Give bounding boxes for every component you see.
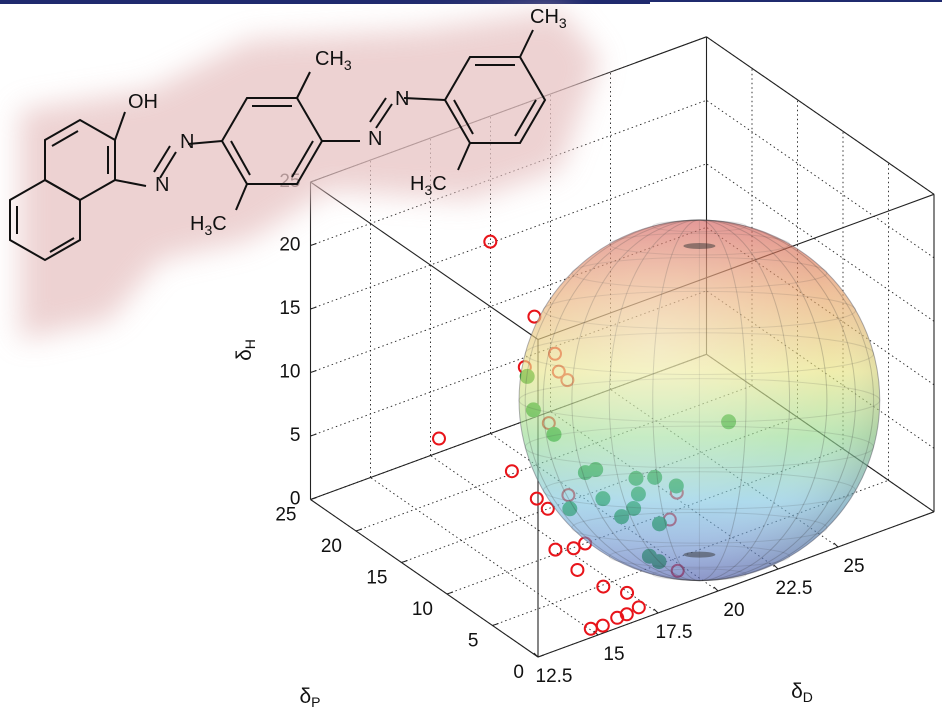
data-point <box>621 587 633 599</box>
tick-mark <box>774 565 778 569</box>
atom-text: N <box>368 128 382 150</box>
tick-mark <box>538 655 544 657</box>
page: html, body { margin: 0; padding: 0; back… <box>0 0 942 717</box>
box-edge <box>311 182 539 340</box>
axis-label-symbol: δ <box>791 680 803 703</box>
tick-mark <box>834 543 838 547</box>
z-tick-label: 20 <box>279 235 300 256</box>
axis-label-symbol: δ <box>299 685 311 708</box>
atom-label: CH3 <box>530 6 567 30</box>
atom-label: OH <box>128 91 158 113</box>
atom-text: C <box>432 173 446 195</box>
atom-label: N <box>155 174 169 196</box>
atom-label: N <box>368 128 382 150</box>
atom-text: H <box>190 213 204 235</box>
sphere-shade <box>519 220 880 581</box>
atom-label: N <box>180 131 194 153</box>
axis-label-subscript: H <box>242 339 258 349</box>
y-tick-label: 25 <box>275 505 296 526</box>
tick-mark <box>311 434 317 436</box>
atom-subscript: 3 <box>559 15 567 31</box>
x-tick-label: 12.5 <box>536 666 573 687</box>
atom-text: C <box>212 213 226 235</box>
data-point <box>597 620 609 632</box>
atom-text: CH <box>315 48 344 70</box>
axis-label: δD <box>791 680 813 705</box>
y-tick-label: 20 <box>321 536 342 557</box>
solubility-sphere <box>519 220 880 581</box>
data-point <box>531 493 543 505</box>
body: {"chart_data": {"type": "scatter3d", "xl… <box>0 0 942 717</box>
tick-mark <box>654 609 658 613</box>
y-tick-label: 5 <box>468 631 479 652</box>
tick-mark <box>311 371 317 373</box>
tick-mark <box>311 244 317 246</box>
data-point <box>549 544 561 556</box>
top-bar <box>650 0 942 2</box>
atom-text: OH <box>128 91 158 113</box>
z-tick-label: 10 <box>279 362 300 383</box>
axis-label-subscript: P <box>311 694 320 710</box>
y-tick-label: 15 <box>366 568 387 589</box>
tick-mark <box>714 587 718 591</box>
tick-mark <box>402 561 408 563</box>
data-point <box>571 564 583 576</box>
data-point <box>633 601 645 613</box>
atom-subscript: 3 <box>204 222 212 238</box>
atom-text: H <box>410 173 424 195</box>
data-point <box>585 623 597 635</box>
y-tick-label: 0 <box>513 662 524 683</box>
axis-label: δH <box>233 339 258 361</box>
atom-text: N <box>155 174 169 196</box>
atom-text: N <box>395 88 409 110</box>
data-point <box>433 433 445 445</box>
atom-text: CH <box>530 6 559 28</box>
z-tick-label: 5 <box>290 425 301 446</box>
z-tick-label: 15 <box>279 298 300 319</box>
data-point <box>484 236 496 248</box>
x-tick-label: 17.5 <box>656 622 693 643</box>
top-bar <box>0 0 650 4</box>
sphere-pole <box>683 552 715 558</box>
box-edge <box>707 37 935 195</box>
atom-subscript: 3 <box>424 182 432 198</box>
tick-mark <box>311 498 317 500</box>
tick-mark <box>311 307 317 309</box>
x-tick-label: 22.5 <box>776 578 813 599</box>
atom-text: N <box>180 131 194 153</box>
x-tick-label: 20 <box>723 600 744 621</box>
x-tick-label: 25 <box>843 556 864 577</box>
x-tick-label: 15 <box>603 644 624 665</box>
atom-subscript: 3 <box>344 57 352 73</box>
chart: 0510152025051015202512.51517.52022.525δH… <box>0 0 942 717</box>
y-tick-label: 10 <box>412 599 433 620</box>
axis-label: δP <box>299 685 320 710</box>
tick-mark <box>447 592 453 594</box>
sphere-pole <box>683 243 715 249</box>
data-point <box>506 465 518 477</box>
atom-label: N <box>395 88 409 110</box>
data-point <box>568 542 580 554</box>
tick-mark <box>493 624 499 626</box>
box-edge <box>311 500 539 658</box>
axis-label-subscript: D <box>803 689 813 705</box>
tick-mark <box>356 529 362 531</box>
axis-label-symbol: δ <box>233 349 256 361</box>
